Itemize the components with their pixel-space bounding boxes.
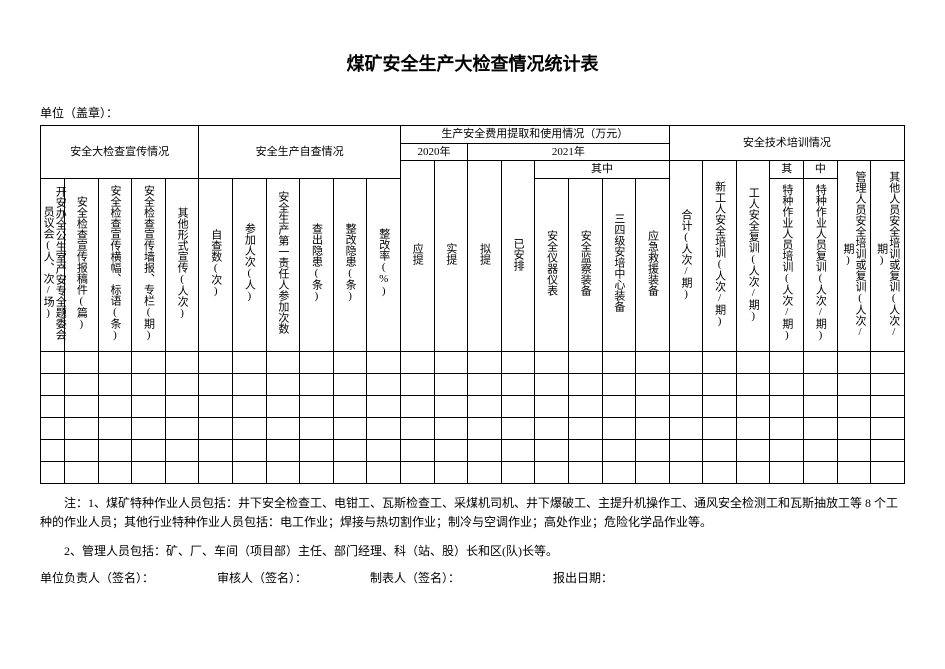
col-shiti: 实提 bbox=[434, 161, 468, 351]
sig-preparer: 制表人（签名）： bbox=[370, 569, 460, 586]
zhong-label: 中 bbox=[804, 161, 838, 179]
table-row bbox=[41, 373, 905, 395]
col-mgr: 管理人员安全培训或复训(人次/期) bbox=[837, 161, 871, 351]
page-title: 煤矿安全生产大检查情况统计表 bbox=[40, 50, 905, 76]
note-1: 注：1、煤矿特种作业人员包括：井下安全检查工、电钳工、瓦斯检查工、采煤机司机、井… bbox=[40, 494, 905, 532]
col-7: 参加人次(人) bbox=[232, 178, 266, 351]
section-training: 安全技术培训情况 bbox=[669, 126, 904, 161]
col-yianpai: 已安排 bbox=[501, 161, 535, 351]
col-8: 安全生产第一责任人参加次数 bbox=[266, 178, 300, 351]
stats-table: 安全大检查宣传情况 安全生产自查情况 生产安全费用提取和使用情况（万元） 安全技… bbox=[40, 125, 905, 484]
signature-line: 单位负责人（签名）： 审核人（签名）： 制表人（签名）： 报出日期： bbox=[40, 569, 905, 586]
table-row bbox=[41, 395, 905, 417]
section-selfcheck: 安全生产自查情况 bbox=[199, 126, 401, 179]
year-2020: 2020年 bbox=[400, 143, 467, 161]
col-6: 自查数(次) bbox=[199, 178, 233, 351]
section-propaganda: 安全大检查宣传情况 bbox=[41, 126, 199, 179]
col-10: 整改隐患(条) bbox=[333, 178, 367, 351]
year-2021: 2021年 bbox=[468, 143, 670, 161]
sig-leader: 单位负责人（签名）： bbox=[40, 569, 154, 586]
table-row bbox=[41, 439, 905, 461]
col-4: 安全检查宣传墙报、专栏(期) bbox=[132, 178, 166, 351]
header-row-1: 安全大检查宣传情况 安全生产自查情况 生产安全费用提取和使用情况（万元） 安全技… bbox=[41, 126, 905, 144]
col-16: 安全仪器仪表 bbox=[535, 178, 569, 351]
col-niti: 拟提 bbox=[468, 161, 502, 351]
qizhong-fees: 其中 bbox=[535, 161, 669, 179]
table-row bbox=[41, 417, 905, 439]
note-2: 2、管理人员包括：矿、厂、车间（项目部）主任、部门经理、科（站、股）长和区(队)… bbox=[40, 542, 905, 561]
col-2: 安全检查宣传报稿件(篇) bbox=[65, 178, 99, 351]
col-1: 开安办全公生室产安专全题委会员议会(人、次/场) bbox=[41, 178, 65, 351]
col-newworker: 新工人安全培训(人次/期) bbox=[703, 161, 737, 351]
sig-date: 报出日期： bbox=[553, 569, 613, 586]
sig-reviewer: 审核人（签名）： bbox=[217, 569, 307, 586]
qi-label: 其 bbox=[770, 161, 804, 179]
col-19: 应急救援装备 bbox=[636, 178, 670, 351]
col-other: 其他人员安全培训或复训(人次/期) bbox=[871, 161, 905, 351]
table-row bbox=[41, 461, 905, 483]
col-yingti: 应提 bbox=[400, 161, 434, 351]
table-row bbox=[41, 351, 905, 373]
col-23: 特种作业人员培训(人次/期) bbox=[770, 178, 804, 351]
col-5: 其他形式宣传(人次) bbox=[165, 178, 199, 351]
unit-seal-label: 单位（盖章）： bbox=[40, 104, 905, 121]
col-17: 安全监察装备 bbox=[568, 178, 602, 351]
col-24: 特种作业人员复训(人次/期) bbox=[804, 178, 838, 351]
section-fees: 生产安全费用提取和使用情况（万元） bbox=[400, 126, 669, 144]
col-18: 三四级安培中心装备 bbox=[602, 178, 636, 351]
col-retrain: 工人安全复训(人次/期) bbox=[736, 161, 770, 351]
col-9: 查出隐患(条) bbox=[300, 178, 334, 351]
col-11: 整改率(%) bbox=[367, 178, 401, 351]
col-3: 安全检查宣传横幅、标语(条) bbox=[98, 178, 132, 351]
col-heji: 合计(人次/期) bbox=[669, 161, 703, 351]
